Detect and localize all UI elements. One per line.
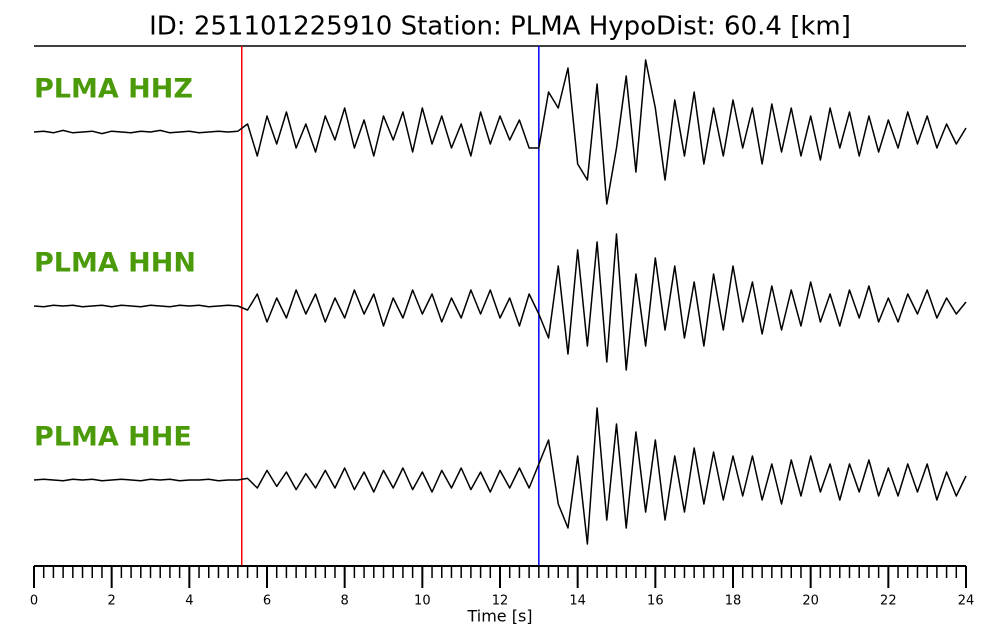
trace-label: PLMA HHN bbox=[34, 248, 196, 279]
x-axis-label: Time [s] bbox=[466, 607, 532, 626]
x-tick-label: 12 bbox=[492, 594, 509, 609]
trace-label: PLMA HHZ bbox=[34, 74, 193, 105]
x-tick-label: 10 bbox=[414, 594, 431, 609]
chart-title: ID: 251101225910 Station: PLMA HypoDist:… bbox=[149, 12, 851, 42]
waveform bbox=[33, 407, 967, 545]
waveform bbox=[33, 59, 967, 205]
x-tick-label: 24 bbox=[958, 594, 975, 609]
x-tick-label: 4 bbox=[185, 594, 193, 609]
x-tick-label: 18 bbox=[725, 594, 742, 609]
x-tick-label: 8 bbox=[341, 594, 349, 609]
trace-label: PLMA HHE bbox=[34, 422, 192, 453]
x-tick-label: 20 bbox=[802, 594, 819, 609]
waveform bbox=[33, 233, 967, 371]
x-tick-label: 6 bbox=[263, 594, 271, 609]
x-tick-label: 22 bbox=[880, 594, 897, 609]
x-tick-label: 0 bbox=[30, 594, 38, 609]
x-tick-label: 14 bbox=[569, 594, 586, 609]
x-tick-label: 16 bbox=[647, 594, 664, 609]
x-tick-label: 2 bbox=[108, 594, 116, 609]
